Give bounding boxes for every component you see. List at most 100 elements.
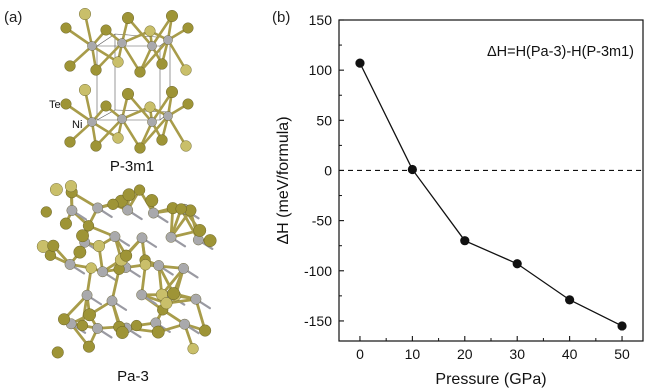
te-atom: [90, 140, 102, 152]
ni-atom: [81, 289, 93, 301]
bond: [166, 114, 188, 148]
te-atom: [193, 224, 207, 237]
te-atom: [47, 239, 60, 252]
te-atom: [165, 85, 178, 98]
te-atom: [121, 87, 134, 100]
data-point: [512, 259, 522, 269]
y-tick-label: 0: [324, 162, 332, 178]
te-atom: [51, 346, 64, 359]
bond: [94, 117, 124, 148]
x-tick-label: 20: [457, 346, 473, 362]
ni-atom-label: Ni: [72, 119, 82, 131]
delta-h-annotation: ΔH=H(Pa-3)-H(P-3m1): [487, 44, 634, 60]
bond: [138, 114, 170, 150]
bond: [94, 41, 124, 72]
te-atom: [40, 206, 52, 218]
te-atom: [49, 183, 63, 196]
te-atom: [120, 249, 133, 262]
te-atom: [167, 287, 180, 300]
y-tick-label: -50: [312, 213, 332, 229]
ni-atom: [147, 41, 157, 51]
ni-atom: [153, 260, 165, 271]
panel-b-label: (b): [272, 9, 290, 26]
bond: [143, 263, 185, 270]
series: [355, 58, 627, 331]
ni-atom: [165, 231, 177, 243]
te-atom: [144, 101, 156, 113]
p-3m1-structure: [60, 7, 194, 154]
te-atom: [134, 142, 146, 154]
te-atom: [100, 24, 112, 36]
ni-atom: [87, 117, 97, 127]
y-tick-label: -100: [304, 263, 332, 279]
te-atom: [112, 56, 124, 68]
te-atom: [115, 326, 129, 339]
x-tick-label: 30: [509, 346, 525, 362]
te-atom: [144, 25, 156, 37]
te-atom: [107, 198, 119, 210]
te-atom: [156, 58, 168, 70]
te-atom: [78, 7, 91, 21]
te-atom: [133, 184, 146, 196]
y-tick-label: 150: [309, 12, 333, 28]
ni-atom: [178, 263, 189, 274]
ni-atom: [136, 232, 148, 244]
te-atom-label: Te: [49, 99, 61, 111]
pa-3-label: Pa-3: [117, 368, 149, 385]
x-tick-label: 40: [562, 346, 578, 362]
te-atom: [121, 11, 134, 25]
ni-atom: [87, 41, 97, 51]
te-atom: [175, 203, 187, 215]
te-atom: [180, 140, 192, 152]
te-atom: [85, 262, 97, 274]
y-tick-label: 50: [316, 112, 332, 128]
bond: [150, 14, 174, 48]
te-atom: [199, 324, 212, 337]
te-atom: [60, 98, 72, 110]
ni-atom: [64, 259, 76, 270]
ni-atom: [163, 35, 173, 45]
data-point: [407, 164, 417, 175]
data-point: [355, 58, 365, 68]
ni-atom: [163, 111, 173, 121]
pa-3-structure: [36, 180, 217, 359]
ni-atom: [109, 231, 121, 243]
te-atom: [182, 98, 194, 110]
ni-atom: [117, 114, 127, 124]
te-atom: [122, 188, 136, 202]
y-tick-label: 100: [309, 62, 333, 78]
data-point: [565, 295, 575, 305]
te-atom: [64, 136, 76, 148]
te-atom: [112, 132, 124, 144]
ni-atom: [106, 295, 118, 307]
x-tick-label: 10: [405, 346, 421, 362]
te-atom: [59, 217, 72, 230]
bond: [150, 90, 174, 124]
axis-ticks: 0 10 20 30 40 50 150 100 50 0 -50 -100 -150: [304, 12, 630, 362]
te-atom: [82, 220, 95, 232]
bond: [120, 41, 142, 74]
ni-atom: [136, 289, 148, 301]
data-point: [460, 236, 470, 246]
ni-atom: [190, 293, 202, 305]
ni-atom: [97, 266, 109, 278]
te-atom: [90, 64, 102, 76]
te-atom: [60, 22, 72, 34]
te-atom: [83, 308, 96, 322]
y-tick-label: -150: [304, 313, 332, 329]
te-atom: [64, 180, 77, 193]
te-atom: [73, 245, 87, 259]
x-tick-label: 0: [356, 346, 364, 362]
x-axis-title: Pressure (GPa): [435, 371, 546, 388]
te-atom: [145, 194, 159, 207]
ni-atom: [147, 117, 157, 127]
te-atom: [76, 319, 89, 332]
series-line: [359, 62, 623, 327]
x-tick-label: 50: [614, 346, 630, 362]
te-atom: [76, 229, 89, 243]
te-atom: [134, 66, 146, 78]
te-atom: [182, 22, 194, 34]
te-atom: [151, 325, 165, 339]
y-axis-title: ΔH (meV/formula): [275, 116, 292, 244]
